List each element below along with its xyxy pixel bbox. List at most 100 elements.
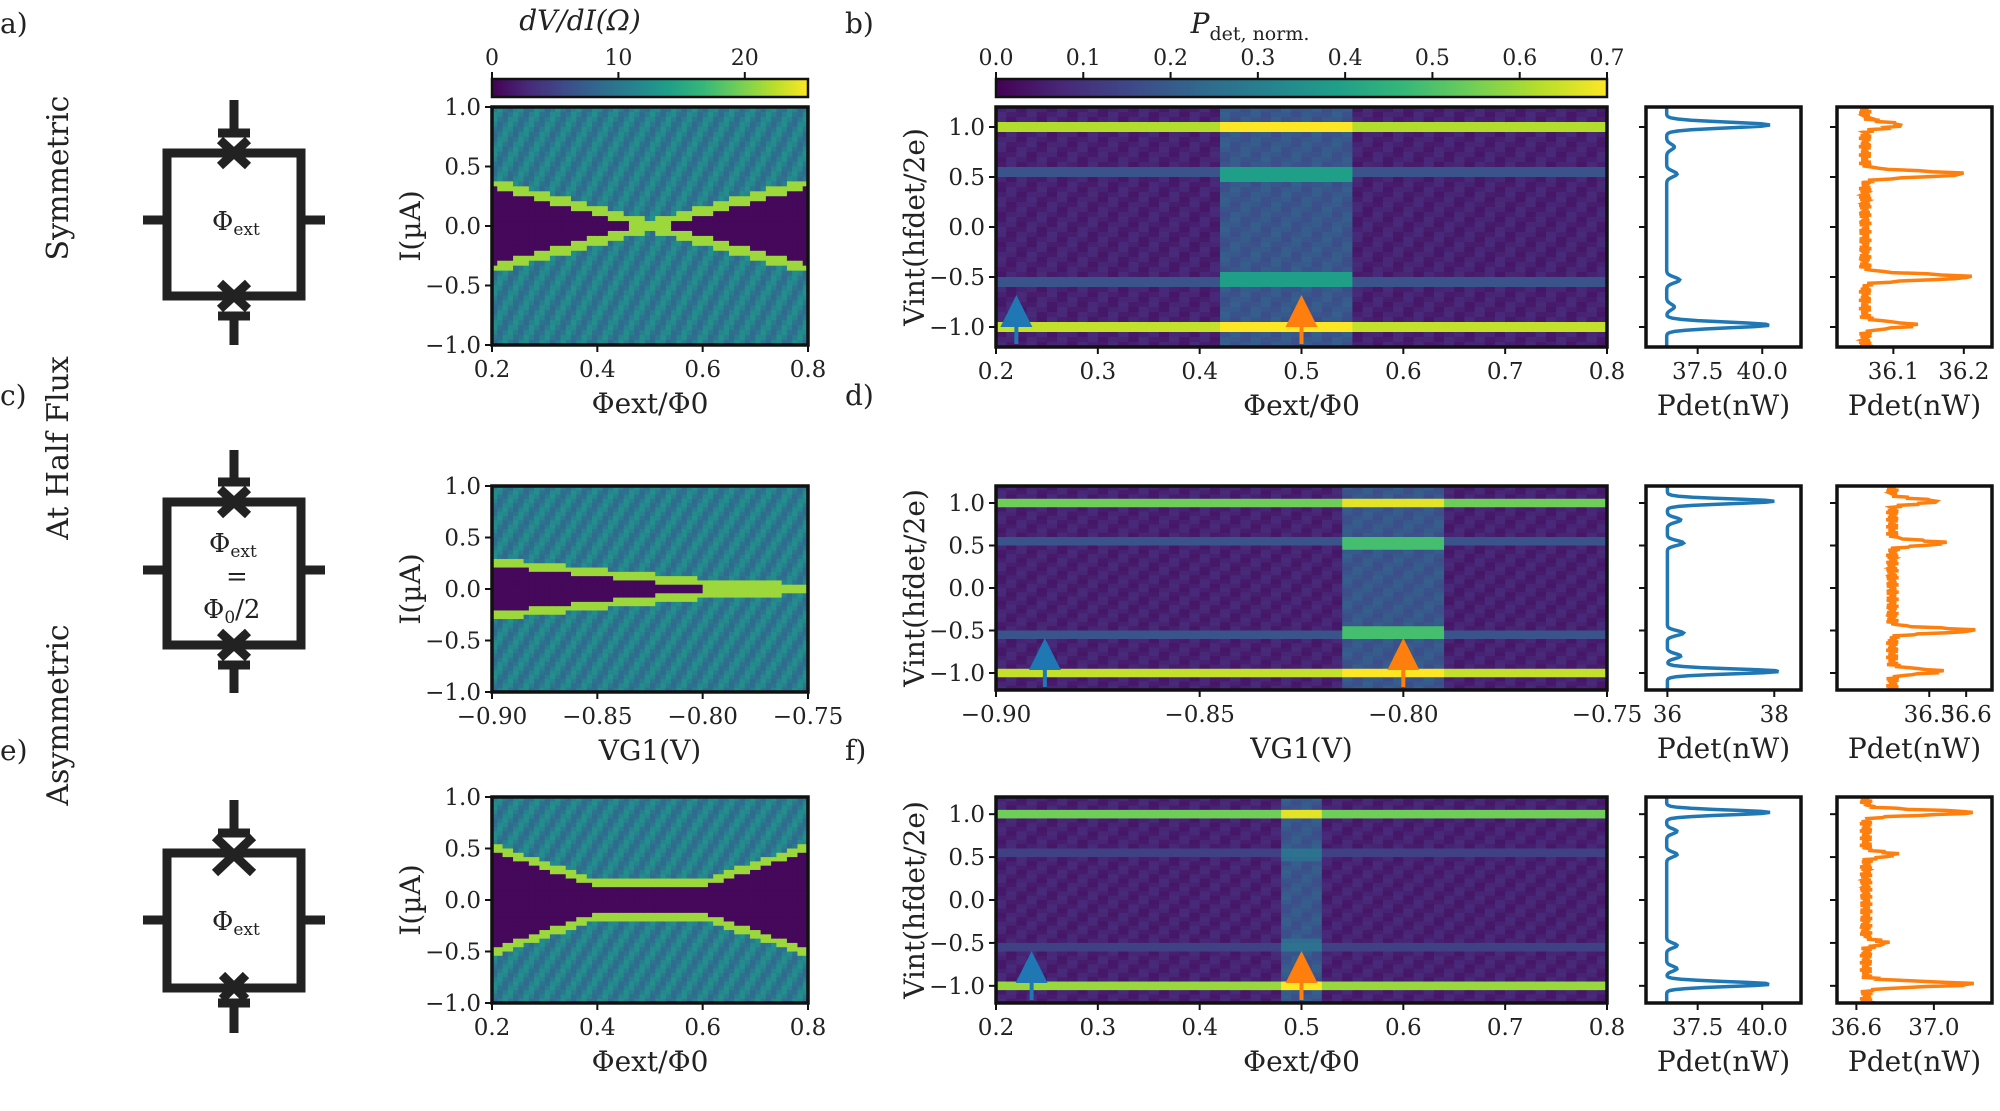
heatmap-cell [771, 250, 777, 257]
heatmap-cell [571, 186, 577, 192]
heatmap-cell [660, 111, 667, 118]
heatmap-cell [1046, 287, 1058, 293]
heatmap-cell [797, 235, 804, 242]
heatmap-cell [760, 107, 767, 113]
heatmap-cell [676, 166, 683, 173]
heatmap-cell [1087, 297, 1099, 303]
heatmap-cell [639, 146, 646, 153]
heatmap-cell [1189, 107, 1201, 113]
heatmap-cell [802, 295, 809, 301]
heatmap-cell [1067, 307, 1079, 313]
heatmap-cell [1057, 307, 1068, 313]
heatmap-cell [1087, 187, 1099, 193]
heatmap-cell [586, 245, 593, 252]
heatmap-cell [492, 141, 498, 148]
heatmap-cell [1209, 282, 1221, 288]
heatmap-cell [686, 131, 693, 138]
heatmap-cell [592, 260, 598, 267]
heatmap-cell [507, 300, 514, 306]
heatmap-cell [1108, 257, 1119, 263]
heatmap-cell [686, 265, 693, 272]
heatmap-cell [1179, 132, 1191, 138]
heatmap-cell [592, 275, 598, 282]
heatmap-cell [497, 315, 504, 321]
heatmap-cell [1016, 212, 1028, 218]
heatmap-cell [576, 156, 583, 163]
heatmap-cell [655, 330, 662, 336]
heatmap-cell [692, 156, 698, 163]
heatmap-cell [623, 141, 630, 148]
heatmap-cell [1311, 297, 1323, 303]
heatmap-cell [1097, 227, 1109, 233]
heatmap-cell [534, 340, 540, 346]
heatmap-cell [1077, 277, 1089, 283]
heatmap-cell [781, 310, 788, 316]
heatmap-cell [1382, 137, 1394, 143]
heatmap-cell [1413, 327, 1425, 333]
heatmap-cell [1423, 242, 1435, 248]
heatmap-cell [702, 171, 709, 178]
heatmap-cell [513, 201, 519, 207]
heatmap-cell [797, 176, 804, 182]
heatmap-cell [602, 275, 609, 282]
heatmap-cell [655, 290, 662, 297]
heatmap-cell [676, 320, 683, 326]
heatmap-cell [765, 260, 772, 267]
heatmap-cell [644, 240, 651, 247]
heatmap-cell [1332, 192, 1343, 198]
heatmap-cell [1403, 107, 1415, 113]
heatmap-cell [1403, 307, 1415, 313]
heatmap-cell [1281, 267, 1292, 273]
heatmap-cell [1097, 182, 1109, 188]
heatmap-cell [528, 270, 535, 277]
heatmap-cell [1413, 162, 1425, 168]
heatmap-cell [1158, 107, 1170, 113]
heatmap-cell [1250, 177, 1262, 183]
heatmap-cell [586, 136, 593, 143]
heatmap-cell [750, 196, 756, 202]
heatmap-cell [1311, 217, 1323, 223]
heatmap-cell [718, 121, 725, 128]
heatmap-cell [697, 141, 704, 148]
heatmap-cell [1108, 232, 1119, 238]
heatmap-cell [618, 305, 625, 311]
heatmap-cell [686, 275, 693, 282]
heatmap-cell [1077, 147, 1089, 153]
heatmap-cell [697, 206, 704, 212]
heatmap-cell [671, 290, 677, 297]
heatmap-cell [1311, 287, 1323, 293]
heatmap-cell [655, 335, 662, 341]
heatmap-cell [1250, 337, 1262, 343]
heatmap-cell [1342, 332, 1354, 338]
heatmap-cell [1342, 217, 1354, 223]
heatmap-cell [671, 255, 677, 262]
heatmap-cell [660, 221, 667, 227]
heatmap-cell [560, 295, 567, 301]
heatmap-cell [1260, 282, 1272, 288]
heatmap-cell [650, 211, 656, 217]
heatmap-cell [634, 111, 641, 118]
heatmap-cell [776, 265, 783, 272]
heatmap-cell [602, 161, 609, 168]
heatmap-cell [1311, 207, 1323, 213]
heatmap-cell [555, 141, 562, 148]
heatmap-cell [1321, 247, 1333, 253]
heatmap-cell [1087, 172, 1099, 178]
heatmap-cell [576, 270, 583, 277]
heatmap-cell [1006, 237, 1017, 243]
heatmap-cell [528, 265, 535, 272]
heatmap-cell [628, 126, 635, 133]
heatmap-cell [1311, 107, 1323, 113]
heatmap-cell [1026, 167, 1038, 173]
heatmap-cell [1382, 107, 1394, 113]
heatmap-cell [1321, 307, 1333, 313]
heatmap-cell [797, 226, 804, 232]
heatmap-cell [1097, 132, 1109, 138]
heatmap-cell [729, 161, 735, 168]
heatmap-cell [497, 305, 504, 311]
heatmap-cell [1220, 142, 1231, 148]
heatmap-cell [571, 300, 577, 306]
heatmap-cell [802, 240, 809, 247]
heatmap-cell [744, 305, 751, 311]
heatmap-cell [739, 216, 746, 222]
